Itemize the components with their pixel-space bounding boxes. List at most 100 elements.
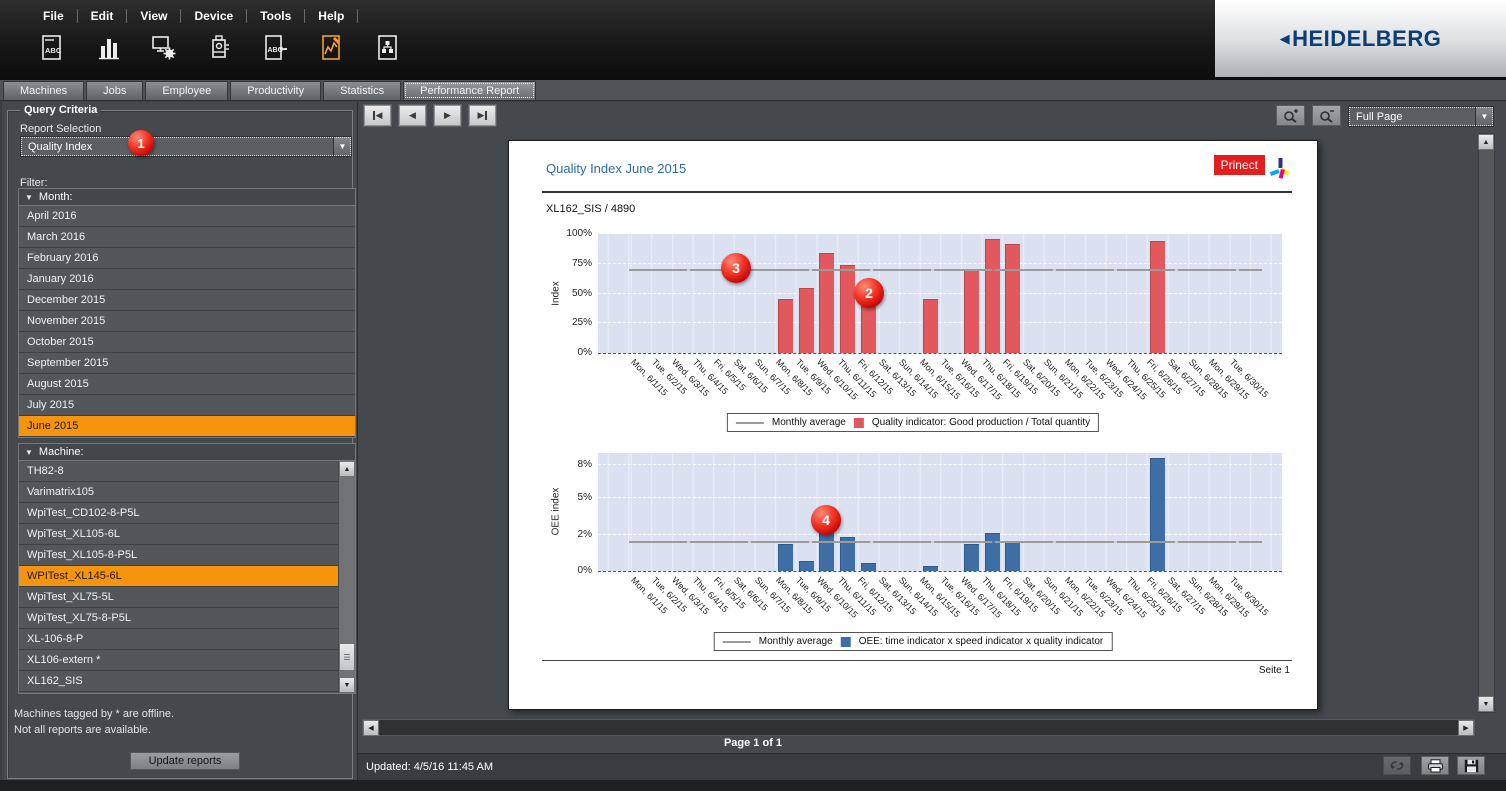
scroll-down-button[interactable]: ▼	[1478, 696, 1494, 712]
oee-chart-legend: Monthly average OEE: time indicator x sp…	[713, 632, 1113, 651]
scroll-up-button[interactable]: ▲	[339, 461, 355, 477]
bar-fri-6-19-15	[1005, 243, 1021, 353]
menu-view[interactable]: View	[140, 9, 168, 23]
machine-item[interactable]: WpiTest_XL105-6L	[19, 524, 338, 545]
tab-employee[interactable]: Employee	[145, 81, 229, 100]
window-bottom-edge	[0, 780, 1506, 791]
machine-item[interactable]: TH82-8	[19, 461, 338, 482]
month-item[interactable]: August 2015	[19, 374, 355, 395]
month-item[interactable]: June 2015	[19, 416, 355, 437]
y-tick-label: 50%	[571, 287, 592, 299]
menu-file[interactable]: File	[43, 9, 64, 23]
process-document-icon[interactable]	[370, 30, 404, 64]
machine-section-header[interactable]: ▼ Machine:	[18, 443, 356, 461]
machine-item[interactable]: XL106-extern *	[19, 650, 338, 671]
machine-item[interactable]: WpiTest_XL75-5L	[19, 587, 338, 608]
machine-item[interactable]: WPITest_XL145-6L	[19, 566, 338, 587]
average-line-sample	[722, 640, 751, 643]
report-import-icon[interactable]: ABC	[258, 30, 292, 64]
bar-thu-6-11-15	[840, 264, 855, 353]
month-item[interactable]: March 2016	[19, 227, 355, 248]
month-header-label: Month:	[38, 191, 73, 203]
zoom-in-button[interactable]	[1276, 105, 1305, 126]
footer-divider	[542, 660, 1292, 661]
report-abc-document-icon[interactable]: ABC	[34, 30, 68, 64]
menu-tools[interactable]: Tools	[260, 9, 292, 23]
average-line-sample	[735, 421, 764, 424]
scrollbar-thumb[interactable]: ☰	[339, 643, 355, 671]
scroll-right-button[interactable]: ▶	[1458, 720, 1474, 736]
gridline	[598, 262, 1282, 264]
zoom-out-button[interactable]	[1312, 105, 1341, 126]
top-bar: File Edit View Device Tools Help ABC ABC ◀ HEI…	[0, 0, 1506, 80]
machine-list: ▲ ☰ ▼ TH82-8 Varimatrix105 WpiTest_CD102-8…	[18, 461, 356, 694]
machine-item[interactable]: XL-106-8-P	[19, 629, 338, 650]
x-axis-line	[598, 571, 1282, 572]
toolbar-icon-row: ABC ABC	[34, 30, 404, 64]
refresh-button	[1383, 756, 1411, 775]
month-item[interactable]: July 2015	[19, 395, 355, 416]
gridline	[598, 497, 1282, 498]
tab-machines[interactable]: Machines	[3, 81, 85, 100]
callout-badge-2: 2	[854, 278, 884, 308]
monthly-average-line	[629, 541, 1262, 544]
prinect-badge: Prinect	[1213, 155, 1265, 175]
magnifier-plus-icon	[1283, 108, 1298, 123]
menu-bar: File Edit View Device Tools Help	[30, 4, 359, 28]
scroll-down-button[interactable]: ▼	[339, 677, 355, 693]
save-button[interactable]	[1457, 756, 1485, 775]
scroll-up-button[interactable]: ▲	[1478, 134, 1494, 150]
logo-arrow-icon: ◀	[1279, 30, 1291, 46]
previous-page-button[interactable]: ◀	[398, 104, 427, 127]
next-page-button[interactable]: ▶	[433, 104, 462, 127]
legend-average-label: Monthly average	[771, 417, 846, 428]
print-button[interactable]	[1421, 756, 1449, 775]
filter-label: Filter:	[20, 177, 48, 189]
menu-device[interactable]: Device	[194, 9, 234, 23]
month-item[interactable]: January 2016	[19, 269, 355, 290]
report-selection-dropdown[interactable]: Quality Index ▼	[20, 136, 352, 157]
update-reports-button[interactable]: Update reports	[130, 752, 240, 770]
machine-item[interactable]: WpiTest_CD102-8-P5L	[19, 503, 338, 524]
performance-chart-icon[interactable]	[314, 30, 348, 64]
menu-help[interactable]: Help	[318, 9, 345, 23]
month-item[interactable]: December 2015	[19, 290, 355, 311]
month-item[interactable]: April 2016	[19, 206, 355, 227]
callout-badge-4: 4	[811, 505, 841, 535]
updated-timestamp: Updated: 4/5/16 11:45 AM	[366, 761, 493, 773]
month-section-header[interactable]: ▼ Month:	[18, 188, 356, 206]
y-axis-label: Index	[550, 280, 562, 306]
last-page-button[interactable]: ▶	[468, 104, 497, 127]
tab-jobs[interactable]: Jobs	[86, 81, 144, 100]
tab-statistics[interactable]: Statistics	[323, 81, 402, 100]
press-machine-icon[interactable]	[202, 30, 236, 64]
month-item[interactable]: October 2015	[19, 332, 355, 353]
report-selection-label: Report Selection	[20, 123, 102, 135]
scroll-left-button[interactable]: ◀	[363, 720, 379, 736]
gridline	[598, 534, 1282, 535]
callout-badge-1: 1	[128, 130, 154, 156]
machine-item[interactable]: WpiTest_XL75-8-P5L	[19, 608, 338, 629]
machine-item[interactable]: XL162_SIS	[19, 671, 338, 692]
month-item[interactable]: February 2016	[19, 248, 355, 269]
tab-performance-report[interactable]: Performance Report	[403, 81, 537, 100]
bar-thu-6-18-15	[984, 238, 1000, 353]
tab-productivity[interactable]: Productivity	[230, 81, 322, 100]
page-indicator: Page 1 of 1	[723, 737, 783, 749]
dropdown-arrow-icon[interactable]: ▼	[333, 137, 351, 156]
month-item[interactable]: November 2015	[19, 311, 355, 332]
y-tick-label: 25%	[571, 317, 592, 329]
menu-separator	[246, 9, 248, 23]
dropdown-arrow-icon[interactable]: ▼	[1475, 107, 1493, 126]
first-page-button[interactable]: ◀	[363, 104, 392, 127]
machine-item[interactable]: WpiTest_XL105-8-P5L	[19, 545, 338, 566]
zoom-level-dropdown[interactable]: Full Page ▼	[1348, 106, 1494, 127]
report-page: Quality Index June 2015 Prinect XL162_SI…	[508, 140, 1318, 710]
svg-text:ABC: ABC	[268, 47, 283, 54]
month-item[interactable]: September 2015	[19, 353, 355, 374]
menu-edit[interactable]: Edit	[90, 9, 114, 23]
machine-item[interactable]: Varimatrix105	[19, 482, 338, 503]
bar-tue-6-9-15	[798, 287, 814, 353]
bar-chart-icon[interactable]	[90, 30, 124, 64]
computer-settings-icon[interactable]	[146, 30, 180, 64]
